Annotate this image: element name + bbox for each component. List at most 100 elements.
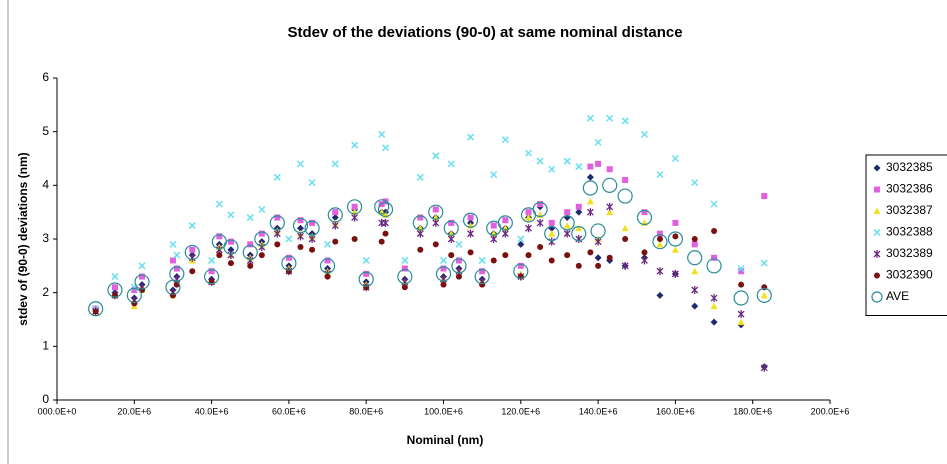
x-tick-label: 140.0E+6 — [579, 406, 618, 416]
point — [594, 138, 602, 146]
point — [691, 179, 699, 187]
point — [378, 130, 386, 138]
point — [324, 273, 331, 280]
point — [621, 117, 629, 125]
point — [594, 237, 602, 246]
point — [586, 114, 594, 122]
point — [208, 256, 216, 264]
point — [285, 268, 292, 275]
y-tick-label: 1 — [42, 339, 49, 353]
point — [590, 223, 606, 239]
legend-label: 3032390 — [886, 268, 933, 282]
point — [169, 266, 185, 282]
point — [107, 282, 123, 298]
x-tick-label: 120.0E+6 — [501, 406, 540, 416]
point — [331, 160, 339, 168]
point — [502, 217, 509, 224]
point — [490, 222, 497, 229]
point — [362, 256, 370, 264]
point — [188, 222, 196, 230]
point — [586, 173, 594, 181]
point — [760, 363, 768, 372]
point — [656, 240, 664, 248]
point — [332, 238, 339, 245]
x-tick-label: 000.0E+0 — [38, 406, 77, 416]
point — [467, 229, 475, 238]
point — [641, 256, 648, 265]
point — [594, 254, 602, 262]
point — [397, 268, 413, 285]
point — [760, 259, 768, 267]
point — [285, 254, 292, 261]
point — [351, 141, 359, 149]
legend-label: 3032386 — [886, 182, 933, 196]
point — [575, 163, 583, 171]
point — [319, 258, 336, 274]
point — [227, 260, 234, 267]
legend-marker — [871, 291, 883, 303]
point — [671, 246, 679, 253]
point — [710, 318, 718, 326]
point — [621, 261, 629, 270]
point — [247, 241, 254, 248]
point — [587, 249, 594, 256]
point — [443, 220, 459, 236]
point — [586, 208, 594, 217]
x-tick-label: 80.0E+6 — [349, 406, 383, 416]
point — [563, 157, 571, 165]
point — [582, 180, 598, 196]
point — [656, 291, 664, 299]
point — [575, 208, 583, 216]
point — [517, 262, 524, 269]
point — [126, 287, 142, 303]
point — [258, 243, 266, 252]
point — [490, 257, 497, 264]
x-tick-label: 20.0E+6 — [117, 406, 151, 416]
point — [247, 262, 254, 269]
point — [575, 235, 583, 243]
point — [501, 136, 509, 144]
point — [242, 244, 258, 261]
point — [258, 205, 266, 214]
point — [672, 233, 679, 240]
point — [606, 202, 614, 211]
point — [215, 200, 223, 208]
point — [297, 232, 304, 241]
y-tick-label: 6 — [42, 70, 49, 84]
point — [656, 267, 664, 276]
point — [381, 144, 390, 152]
point — [548, 165, 556, 173]
point — [672, 219, 679, 226]
point — [324, 240, 332, 248]
point — [691, 236, 698, 242]
point — [134, 274, 150, 290]
point — [502, 252, 509, 259]
point — [331, 214, 339, 222]
point — [548, 257, 555, 264]
point — [223, 239, 239, 255]
point — [691, 302, 699, 310]
point — [332, 209, 339, 216]
point — [169, 257, 176, 264]
point — [88, 301, 104, 317]
point — [575, 224, 583, 232]
point — [139, 273, 146, 280]
point — [131, 286, 138, 293]
point — [761, 193, 768, 200]
point — [274, 241, 281, 248]
point — [564, 252, 571, 259]
point — [711, 227, 718, 234]
point — [184, 244, 200, 261]
y-tick-label: 0 — [42, 392, 49, 406]
point — [564, 209, 571, 216]
point — [189, 268, 196, 275]
point — [455, 273, 462, 280]
point — [208, 268, 215, 275]
point — [467, 133, 475, 141]
point — [733, 290, 749, 306]
point — [138, 262, 146, 270]
point — [455, 240, 463, 248]
point — [586, 197, 594, 205]
point — [189, 246, 196, 253]
point — [417, 214, 424, 221]
